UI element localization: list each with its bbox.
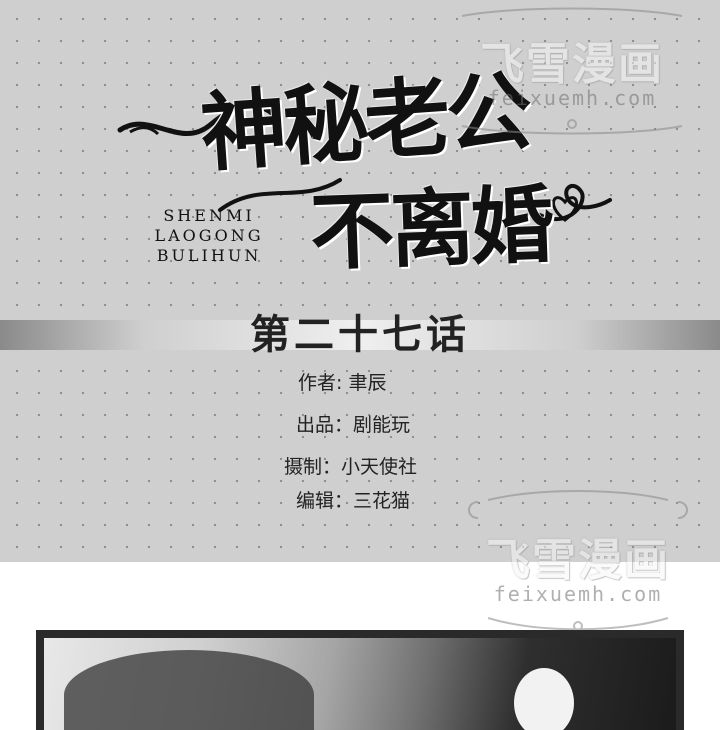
watermark-ornament-icon — [468, 490, 688, 631]
watermark-ornament-icon — [461, 7, 683, 135]
credit-separator: ： — [334, 490, 354, 512]
credit-label: 摄制 — [284, 456, 323, 478]
credit-separator: ： — [334, 414, 354, 436]
pinyin-line: SHENMI — [163, 206, 255, 225]
credit-label: 作者 — [298, 372, 337, 394]
credit-value: 三花猫 — [353, 490, 411, 512]
watermark-url: feixuemh.com — [487, 86, 657, 110]
cover-panel: 神秘老公 不离婚 SHENMI LAOGONG BULIHUN 第二十七话 作者… — [0, 0, 720, 562]
chapter-title: 第二十七话 — [250, 312, 470, 358]
pinyin-title: SHENMI LAOGONG BULIHUN — [124, 206, 294, 266]
comic-panel-photo — [36, 630, 684, 730]
credit-value: 剧能玩 — [353, 414, 411, 436]
credit-label: 出品 — [296, 414, 335, 436]
title-swash-decoration — [117, 103, 612, 222]
credit-separator: ： — [322, 456, 342, 478]
credit-row-author: 作者: 聿辰 — [298, 368, 386, 395]
series-title-art: 神秘老公 不离婚 SHENMI LAOGONG BULIHUN — [110, 30, 630, 290]
watermark-bottom: 飞雪漫画 feixuemh.com — [458, 488, 698, 638]
watermark-top: 飞雪漫画 feixuemh.com — [452, 6, 692, 136]
title-line-2: 不离婚 — [308, 174, 552, 283]
watermark-url: feixuemh.com — [493, 582, 663, 606]
pinyin-line: LAOGONG — [154, 226, 264, 245]
photo-hair-shape — [64, 650, 314, 730]
watermark-name: 飞雪漫画 — [480, 39, 664, 90]
credit-separator: : — [336, 372, 349, 394]
credit-row-filming: 摄制：小天使社 — [284, 452, 417, 479]
credit-row-editor: 编辑：三花猫 — [296, 486, 410, 513]
chapter-band — [0, 320, 720, 350]
credit-row-producer: 出品：剧能玩 — [296, 410, 410, 437]
credit-label: 编辑 — [296, 490, 335, 512]
pinyin-line: BULIHUN — [156, 246, 262, 265]
credit-value: 聿辰 — [348, 372, 387, 394]
photo-image — [44, 638, 676, 730]
photo-highlight-shape — [514, 668, 574, 730]
credit-value: 小天使社 — [341, 456, 418, 478]
watermark-name: 飞雪漫画 — [486, 535, 670, 586]
